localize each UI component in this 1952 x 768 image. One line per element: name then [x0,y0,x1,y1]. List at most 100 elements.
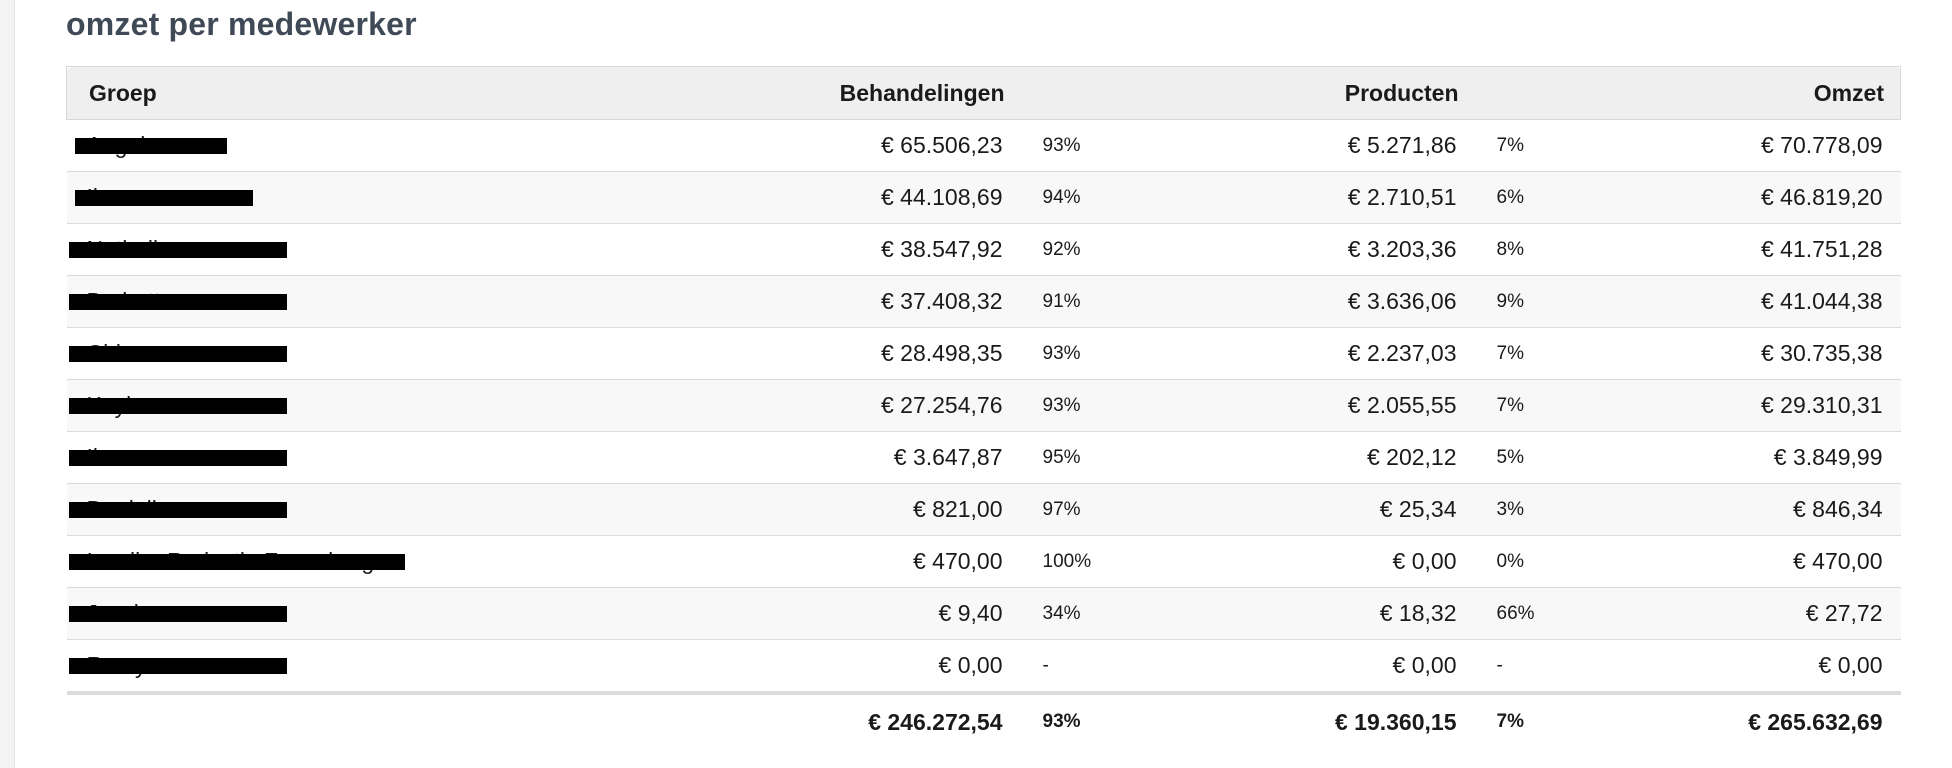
employee-name-cell: Danielle [66,483,587,536]
total-producten: € 19.360,15 [1206,691,1475,749]
redaction-bar [68,397,287,414]
omzet-cell: € 41.044,38 [1614,275,1901,328]
omzet-cell: € 0,00 [1614,639,1901,694]
table-header-row: Groep Behandelingen Producten Omzet [66,66,1901,120]
table-row: Romy € 0,00 - € 0,00 - € 0,00 [66,639,1901,694]
behandelingen-pct-cell: 93% [1020,379,1207,432]
producten-cell: € 3.636,06 [1206,275,1475,328]
redaction-bar [68,345,287,362]
total-producten-pct: 7% [1474,691,1615,749]
producten-cell: € 0,00 [1206,535,1475,588]
redaction-bar [68,241,287,258]
producten-cell: € 3.203,36 [1206,223,1475,276]
omzet-cell: € 846,34 [1614,483,1901,536]
producten-cell: € 25,34 [1206,483,1475,536]
header-group[interactable]: Groep [66,66,587,120]
table-row: Kaylee € 27.254,76 93% € 2.055,55 7% € 2… [66,379,1901,432]
totals-row: € 246.272,54 93% € 19.360,15 7% € 265.63… [66,691,1901,749]
employee-name-cell: Ilona [66,171,587,224]
header-behandelingen-pct [1020,66,1207,120]
redaction-bar [68,449,287,466]
redaction-bar [68,293,287,310]
producten-pct-cell: 7% [1474,327,1615,380]
total-behandelingen: € 246.272,54 [586,691,1021,749]
employee-name-cell: Angela [66,119,587,172]
behandelingen-cell: € 0,00 [586,639,1021,694]
producten-pct-cell: 7% [1474,379,1615,432]
omzet-cell: € 470,00 [1614,535,1901,588]
producten-pct-cell: 6% [1474,171,1615,224]
employee-name-cell: Chi [66,327,587,380]
redaction-bar [68,657,287,674]
producten-cell: € 0,00 [1206,639,1475,694]
revenue-table-container: Groep Behandelingen Producten Omzet Ange… [66,66,1901,749]
table-row: Chi € 28.498,35 93% € 2.237,03 7% € 30.7… [66,327,1901,380]
producten-cell: € 18,32 [1206,587,1475,640]
omzet-cell: € 29.310,31 [1614,379,1901,432]
employee-name-cell: Barbette [66,275,587,328]
revenue-table: Groep Behandelingen Producten Omzet Ange… [66,66,1901,749]
redaction-bar [68,605,287,622]
behandelingen-cell: € 28.498,35 [586,327,1021,380]
producten-cell: € 5.271,86 [1206,119,1475,172]
producten-pct-cell: 8% [1474,223,1615,276]
behandelingen-pct-cell: 97% [1020,483,1207,536]
behandelingen-pct-cell: 92% [1020,223,1207,276]
employee-name-cell: Jessica [66,587,587,640]
header-behandelingen[interactable]: Behandelingen [586,66,1021,120]
redaction-bar [68,553,405,570]
table-row: Il € 3.647,87 95% € 202,12 5% € 3.849,99 [66,431,1901,484]
employee-name-cell: Romy [66,639,587,694]
employee-name-cell: Nathalie [66,223,587,276]
behandelingen-cell: € 37.408,32 [586,275,1021,328]
producten-cell: € 2.055,55 [1206,379,1475,432]
redaction-bar [74,189,253,206]
header-producten[interactable]: Producten [1206,66,1475,120]
page-title: omzet per medewerker [66,6,417,42]
producten-cell: € 2.237,03 [1206,327,1475,380]
table-row: Nathalie € 38.547,92 92% € 3.203,36 8% €… [66,223,1901,276]
total-omzet: € 265.632,69 [1614,691,1901,749]
behandelingen-pct-cell: 95% [1020,431,1207,484]
behandelingen-pct-cell: 94% [1020,171,1207,224]
behandelingen-pct-cell: - [1020,639,1207,694]
producten-pct-cell: 7% [1474,119,1615,172]
omzet-cell: € 70.778,09 [1614,119,1901,172]
table-row: Ilona € 44.108,69 94% € 2.710,51 6% € 46… [66,171,1901,224]
behandelingen-cell: € 44.108,69 [586,171,1021,224]
behandelingen-pct-cell: 93% [1020,327,1207,380]
omzet-cell: € 30.735,38 [1614,327,1901,380]
redaction-bar [74,137,227,154]
producten-pct-cell: - [1474,639,1615,694]
header-producten-pct [1474,66,1615,120]
employee-name-cell: Invaller Redactie Zevenberg [66,535,587,588]
behandelingen-cell: € 470,00 [586,535,1021,588]
omzet-cell: € 46.819,20 [1614,171,1901,224]
omzet-cell: € 27,72 [1614,587,1901,640]
behandelingen-pct-cell: 93% [1020,119,1207,172]
table-row: Jessica € 9,40 34% € 18,32 66% € 27,72 [66,587,1901,640]
table-row: Angela € 65.506,23 93% € 5.271,86 7% € 7… [66,119,1901,172]
table-row: Invaller Redactie Zevenberg € 470,00 100… [66,535,1901,588]
behandelingen-pct-cell: 34% [1020,587,1207,640]
omzet-cell: € 41.751,28 [1614,223,1901,276]
behandelingen-pct-cell: 91% [1020,275,1207,328]
table-row: Barbette € 37.408,32 91% € 3.636,06 9% €… [66,275,1901,328]
behandelingen-cell: € 9,40 [586,587,1021,640]
producten-pct-cell: 0% [1474,535,1615,588]
behandelingen-pct-cell: 100% [1020,535,1207,588]
employee-name-cell: Il [66,431,587,484]
left-gutter [0,0,15,768]
producten-pct-cell: 5% [1474,431,1615,484]
employee-name-cell: Kaylee [66,379,587,432]
behandelingen-cell: € 65.506,23 [586,119,1021,172]
behandelingen-cell: € 821,00 [586,483,1021,536]
behandelingen-cell: € 27.254,76 [586,379,1021,432]
producten-pct-cell: 66% [1474,587,1615,640]
behandelingen-cell: € 38.547,92 [586,223,1021,276]
producten-pct-cell: 9% [1474,275,1615,328]
producten-pct-cell: 3% [1474,483,1615,536]
omzet-cell: € 3.849,99 [1614,431,1901,484]
header-omzet[interactable]: Omzet [1614,66,1901,120]
total-behandelingen-pct: 93% [1020,691,1207,749]
